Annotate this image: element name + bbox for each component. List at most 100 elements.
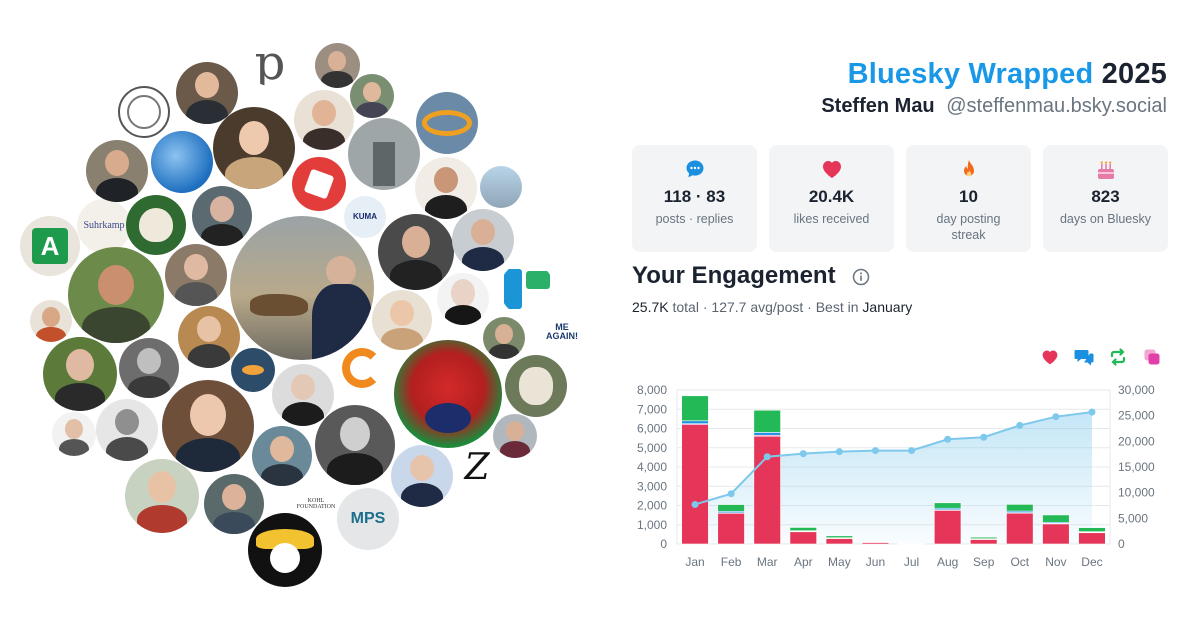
cumulative-point[interactable]	[1088, 408, 1096, 416]
bar-reposts[interactable]	[970, 536, 998, 540]
avatar-person-19[interactable]	[119, 338, 179, 398]
bar-likes[interactable]	[789, 531, 817, 545]
avatar-orange-swirl[interactable]	[334, 340, 390, 396]
avatar-person-5[interactable]	[213, 107, 295, 189]
avatar-mps-logo[interactable]: MPS	[337, 488, 399, 550]
avatar-blue-green-logo[interactable]	[500, 262, 554, 316]
bar-reposts[interactable]	[681, 395, 709, 422]
likes-toggle-icon[interactable]	[1041, 348, 1059, 366]
bar-likes[interactable]	[753, 435, 781, 545]
bar-reposts[interactable]	[897, 543, 926, 545]
bar-reposts[interactable]	[753, 409, 781, 433]
avatar-orange-bike[interactable]	[416, 92, 478, 154]
avatar-person-4[interactable]	[294, 90, 354, 150]
avatar-blue-hand[interactable]	[151, 131, 213, 193]
bar-reposts[interactable]	[861, 540, 890, 543]
bar-replies[interactable]	[681, 420, 709, 424]
avatar-kuma[interactable]: KUMA	[344, 196, 386, 238]
avatar-person-25[interactable]	[493, 414, 537, 458]
bar-reposts[interactable]	[789, 527, 817, 532]
cumulative-point[interactable]	[908, 447, 916, 455]
avatar-person-11[interactable]	[68, 247, 164, 343]
avatar-person-9[interactable]	[378, 214, 454, 290]
avatar-person-23[interactable]	[315, 405, 395, 485]
bar-reposts[interactable]	[717, 504, 745, 512]
user-handle[interactable]: @steffenmau.bsky.social	[946, 95, 1167, 117]
avatar-monument[interactable]	[348, 118, 420, 190]
letter-a-text: A	[40, 231, 60, 261]
bar-replies[interactable]	[753, 432, 781, 436]
avatar-person-13[interactable]	[437, 273, 489, 325]
bar-reposts[interactable]	[825, 535, 854, 539]
replies-toggle-icon[interactable]	[1074, 348, 1094, 366]
avatar-person-7[interactable]	[192, 186, 252, 246]
avatar-large-center[interactable]	[230, 216, 374, 360]
avatar-person-17[interactable]	[178, 306, 240, 368]
bar-reposts[interactable]	[1042, 514, 1070, 523]
avatar-seal-logo[interactable]	[118, 86, 170, 138]
avatar-red-logo[interactable]	[292, 157, 346, 211]
avatar-me-again[interactable]: ME AGAIN!	[542, 312, 582, 352]
cumulative-point[interactable]	[763, 453, 771, 461]
bar-reposts[interactable]	[1006, 504, 1034, 512]
avatar-person-29[interactable]	[204, 474, 264, 534]
cumulative-point[interactable]	[835, 448, 843, 456]
bar-likes[interactable]	[681, 424, 709, 545]
bar-reposts[interactable]	[933, 502, 962, 509]
avatar-person-27[interactable]	[391, 445, 453, 507]
x-tick-label: Jan	[685, 555, 704, 569]
avatar-person-15[interactable]	[372, 290, 432, 350]
avatar-person-24[interactable]	[52, 412, 96, 456]
bar-likes[interactable]	[717, 512, 745, 545]
cumulative-point[interactable]	[727, 490, 735, 498]
reposts-toggle-icon[interactable]	[1109, 348, 1127, 366]
bar-likes[interactable]	[1078, 532, 1106, 545]
avatar-person-26[interactable]	[252, 426, 312, 486]
cumulative-point[interactable]	[1016, 421, 1024, 429]
cumulative-point[interactable]	[1052, 413, 1060, 421]
cumulative-point[interactable]	[944, 435, 952, 443]
avatar-p-logo[interactable]: p	[247, 40, 293, 86]
avatar-suhrkamp[interactable]: Suhrkamp	[77, 199, 131, 253]
avatar-sky[interactable]	[480, 166, 522, 208]
quotes-toggle-icon[interactable]	[1143, 348, 1161, 366]
y-right-tick-label: 25,000	[1118, 409, 1155, 423]
y-left-tick-label: 7,000	[637, 402, 667, 416]
cumulative-area	[695, 412, 1092, 544]
avatar-person-12[interactable]	[165, 244, 227, 306]
avatar-person-21[interactable]	[162, 380, 254, 472]
avatar-person-10[interactable]	[452, 209, 514, 271]
cumulative-point[interactable]	[980, 433, 988, 441]
avatar-flowers[interactable]	[231, 348, 275, 392]
avatar-person-20[interactable]	[272, 364, 334, 426]
avatar-letter-a[interactable]: A	[20, 216, 80, 276]
avatar-person-16[interactable]	[483, 317, 525, 359]
avatar-spiderman[interactable]	[394, 340, 502, 448]
avatar-person-1[interactable]	[176, 62, 238, 124]
avatar-straw-hat-skull[interactable]	[248, 513, 322, 587]
avatar-z-logo[interactable]: Z	[456, 446, 498, 488]
avatar-person-14[interactable]	[30, 300, 72, 342]
y-left-tick-label: 1,000	[637, 518, 667, 532]
engagement-avg: 127.7 avg/post	[711, 299, 804, 315]
avatar-person-2[interactable]	[315, 43, 360, 88]
info-icon[interactable]	[852, 268, 870, 286]
avatar-person-22[interactable]	[96, 399, 158, 461]
bar-likes[interactable]	[1042, 523, 1070, 545]
cumulative-point[interactable]	[799, 450, 807, 458]
avatar-person-3[interactable]	[350, 74, 394, 118]
cumulative-point[interactable]	[691, 500, 699, 508]
bar-likes[interactable]	[933, 510, 962, 545]
avatar-person-6[interactable]	[86, 140, 148, 202]
bar-likes[interactable]	[825, 537, 854, 545]
bar-likes[interactable]	[970, 538, 998, 545]
avatar-white-heart[interactable]	[126, 195, 186, 255]
avatar-cat[interactable]	[505, 355, 567, 417]
cumulative-point[interactable]	[871, 447, 879, 455]
avatar-person-28[interactable]	[125, 459, 199, 533]
cumulative-area-layer	[695, 412, 1092, 544]
avatar-person-8[interactable]	[415, 157, 477, 219]
bar-reposts[interactable]	[1078, 527, 1106, 532]
avatar-person-18[interactable]	[43, 337, 117, 411]
bar-likes[interactable]	[1006, 512, 1034, 545]
